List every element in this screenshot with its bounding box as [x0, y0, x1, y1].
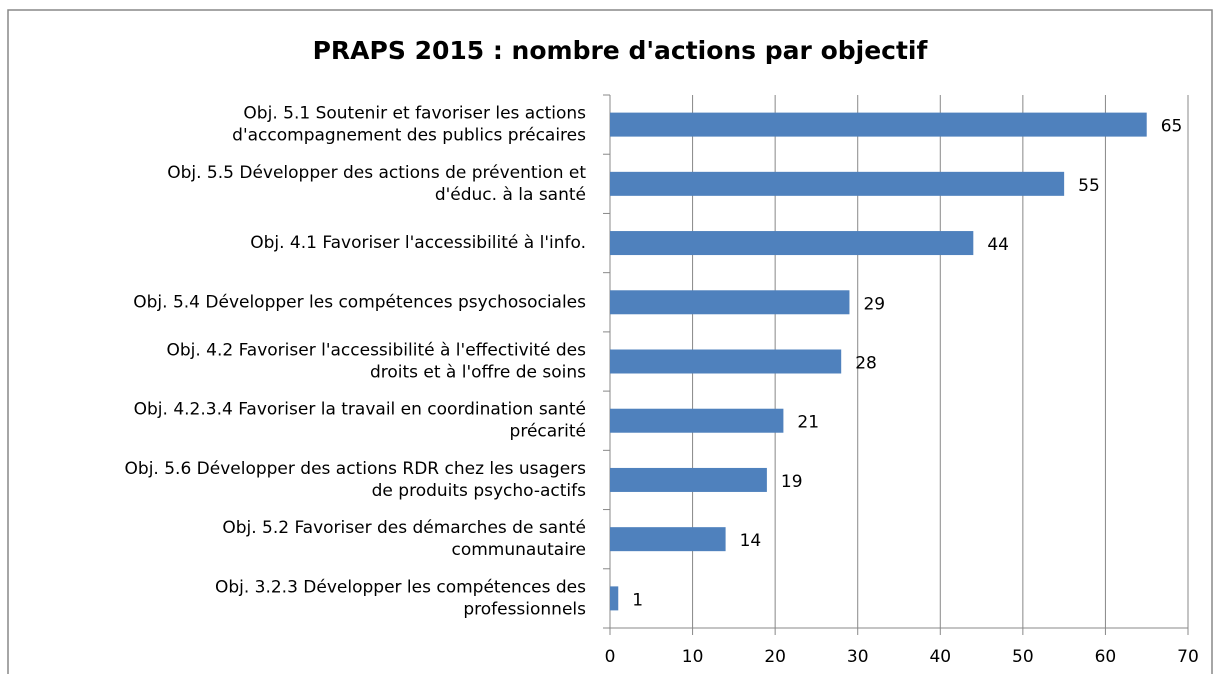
value-label: 14 [740, 531, 762, 551]
y-tick-label: d'accompagnement des publics précaires [232, 126, 586, 146]
y-tick-label: précarité [510, 422, 586, 442]
value-label: 29 [863, 294, 885, 314]
x-tick-label: 10 [682, 647, 704, 667]
value-label: 1 [632, 590, 643, 610]
y-tick-label: Obj. 5.5 Développer des actions de préve… [167, 163, 586, 183]
bar [610, 112, 1147, 137]
y-tick-label: Obj. 4.1 Favoriser l'accessibilité à l'i… [250, 233, 586, 253]
y-tick-label: d'éduc. à la santé [435, 185, 586, 205]
value-label: 55 [1078, 176, 1100, 196]
x-tick-label: 70 [1177, 647, 1199, 667]
x-tick-label: 30 [847, 647, 869, 667]
value-label: 21 [797, 413, 819, 433]
y-tick-label: Obj. 4.2.3.4 Favoriser la travail en coo… [134, 400, 586, 420]
y-tick-label: Obj. 5.6 Développer des actions RDR chez… [125, 459, 587, 479]
value-label: 28 [855, 354, 877, 374]
bar [610, 290, 850, 315]
y-tick-label: communautaire [452, 540, 587, 560]
y-tick-label: Obj. 4.2 Favoriser l'accessibilité à l'e… [166, 341, 586, 361]
y-tick-label: droits et à l'offre de soins [370, 363, 586, 383]
bar [610, 171, 1065, 196]
bar [610, 231, 974, 256]
x-tick-label: 60 [1095, 647, 1117, 667]
chart-title: PRAPS 2015 : nombre d'actions par object… [313, 36, 929, 65]
x-tick-label: 0 [605, 647, 616, 667]
value-label: 65 [1161, 117, 1183, 137]
x-tick-label: 50 [1012, 647, 1034, 667]
bar [610, 408, 784, 433]
bar [610, 586, 619, 611]
y-tick-label: Obj. 5.1 Soutenir et favoriser les actio… [243, 104, 586, 124]
bar [610, 467, 767, 492]
x-tick-label: 40 [929, 647, 951, 667]
y-tick-label: Obj. 5.2 Favoriser des démarches de sant… [222, 518, 586, 538]
value-label: 44 [987, 235, 1009, 255]
x-tick-label: 20 [764, 647, 786, 667]
y-tick-label: de produits psycho-actifs [372, 481, 586, 501]
value-label: 19 [781, 472, 803, 492]
y-tick-label: professionnels [463, 599, 586, 619]
y-tick-label: Obj. 5.4 Développer les compétences psyc… [133, 292, 586, 312]
bar [610, 527, 726, 552]
bar [610, 349, 842, 374]
y-tick-label: Obj. 3.2.3 Développer les compétences de… [215, 577, 586, 597]
